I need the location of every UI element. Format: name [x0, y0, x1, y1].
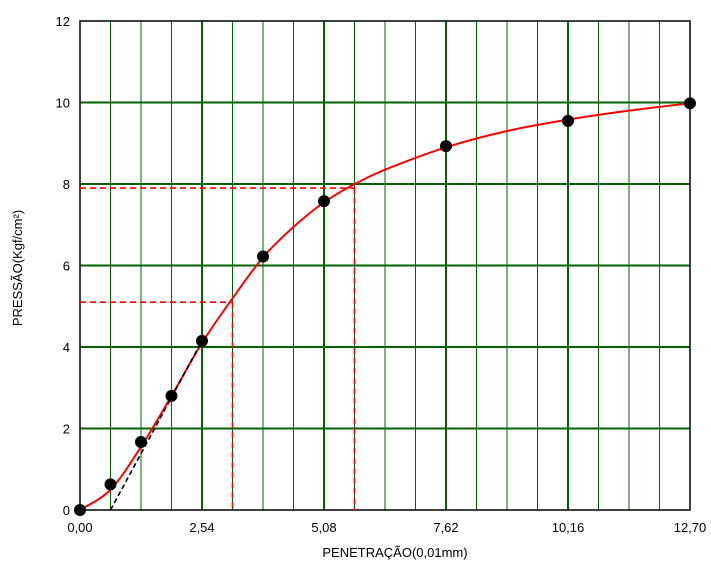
data-point [684, 97, 696, 109]
x-axis-label: PENETRAÇÃO(0,01mm) [322, 545, 467, 560]
y-tick-label: 10 [56, 96, 70, 111]
x-tick-label: 7,62 [433, 520, 458, 535]
y-tick-label: 2 [63, 422, 70, 437]
data-point [440, 140, 452, 152]
data-point [105, 478, 117, 490]
y-tick-label: 4 [63, 340, 70, 355]
data-point [318, 195, 330, 207]
x-tick-label: 12,70 [674, 520, 707, 535]
x-tick-label: 5,08 [311, 520, 336, 535]
y-tick-label: 12 [56, 14, 70, 29]
y-tick-label: 8 [63, 177, 70, 192]
data-point [562, 115, 574, 127]
data-point [135, 436, 147, 448]
y-tick-labels: 0 2 4 6 8 10 12 [56, 14, 70, 518]
data-point [74, 504, 86, 516]
y-tick-label: 0 [63, 503, 70, 518]
data-point [196, 335, 208, 347]
y-axis-label: PRESSÃO(Kgf/cm²) [10, 210, 25, 326]
correction-line [111, 341, 203, 510]
x-tick-labels: 0,00 2,54 5,08 7,62 10,16 12,70 [67, 520, 706, 535]
data-point [166, 390, 178, 402]
y-tick-label: 6 [63, 259, 70, 274]
x-tick-label: 2,54 [189, 520, 214, 535]
data-point [257, 251, 269, 263]
x-tick-label: 10,16 [552, 520, 585, 535]
guide-lines [80, 188, 355, 510]
x-tick-label: 0,00 [67, 520, 92, 535]
